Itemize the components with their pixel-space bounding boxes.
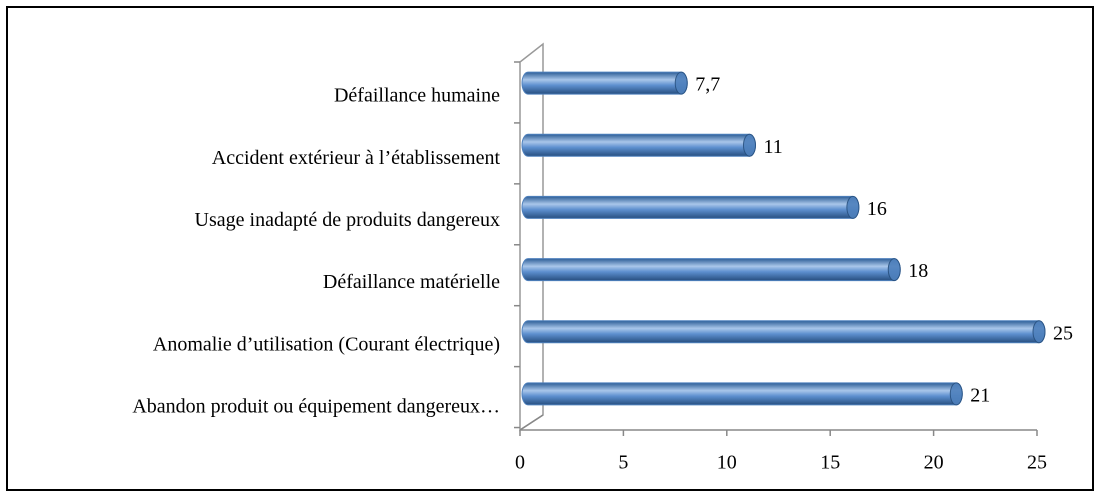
y-tick-label: Usage inadapté de produits dangereux bbox=[195, 209, 500, 231]
bar-cap bbox=[742, 133, 756, 157]
y-tick-label: Défaillance humaine bbox=[334, 85, 500, 107]
value-label: 16 bbox=[867, 198, 887, 220]
bar bbox=[521, 382, 963, 406]
bar-cap bbox=[887, 258, 901, 282]
y-tick-label: Abandon produit ou équipement dangereux… bbox=[132, 396, 500, 418]
y-tick-label: Accident extérieur à l’établissement bbox=[212, 147, 501, 169]
x-tick-label: 10 bbox=[717, 452, 737, 474]
value-label: 21 bbox=[970, 385, 990, 407]
value-label: 7,7 bbox=[695, 74, 720, 96]
floor-edge bbox=[519, 414, 544, 431]
value-label: 11 bbox=[763, 136, 782, 158]
x-tick-label: 20 bbox=[924, 452, 944, 474]
bar-cap bbox=[846, 195, 860, 219]
bar bbox=[521, 71, 688, 95]
bar-cap bbox=[949, 382, 963, 406]
bar-cap bbox=[674, 71, 688, 95]
x-tick-label: 0 bbox=[515, 452, 525, 474]
bar bbox=[521, 258, 901, 282]
value-label: 25 bbox=[1053, 322, 1073, 344]
y-tick-label: Défaillance matérielle bbox=[323, 271, 500, 293]
x-tick-label: 15 bbox=[820, 452, 840, 474]
bar bbox=[521, 133, 756, 157]
x-tick-label: 5 bbox=[618, 452, 628, 474]
back-wall bbox=[519, 42, 544, 432]
value-label: 18 bbox=[908, 260, 928, 282]
bar-cap bbox=[1032, 320, 1046, 344]
bar bbox=[521, 195, 860, 219]
y-tick-label: Anomalie d’utilisation (Courant électriq… bbox=[153, 333, 500, 355]
x-tick-label: 25 bbox=[1027, 452, 1047, 474]
bar bbox=[521, 320, 1046, 344]
